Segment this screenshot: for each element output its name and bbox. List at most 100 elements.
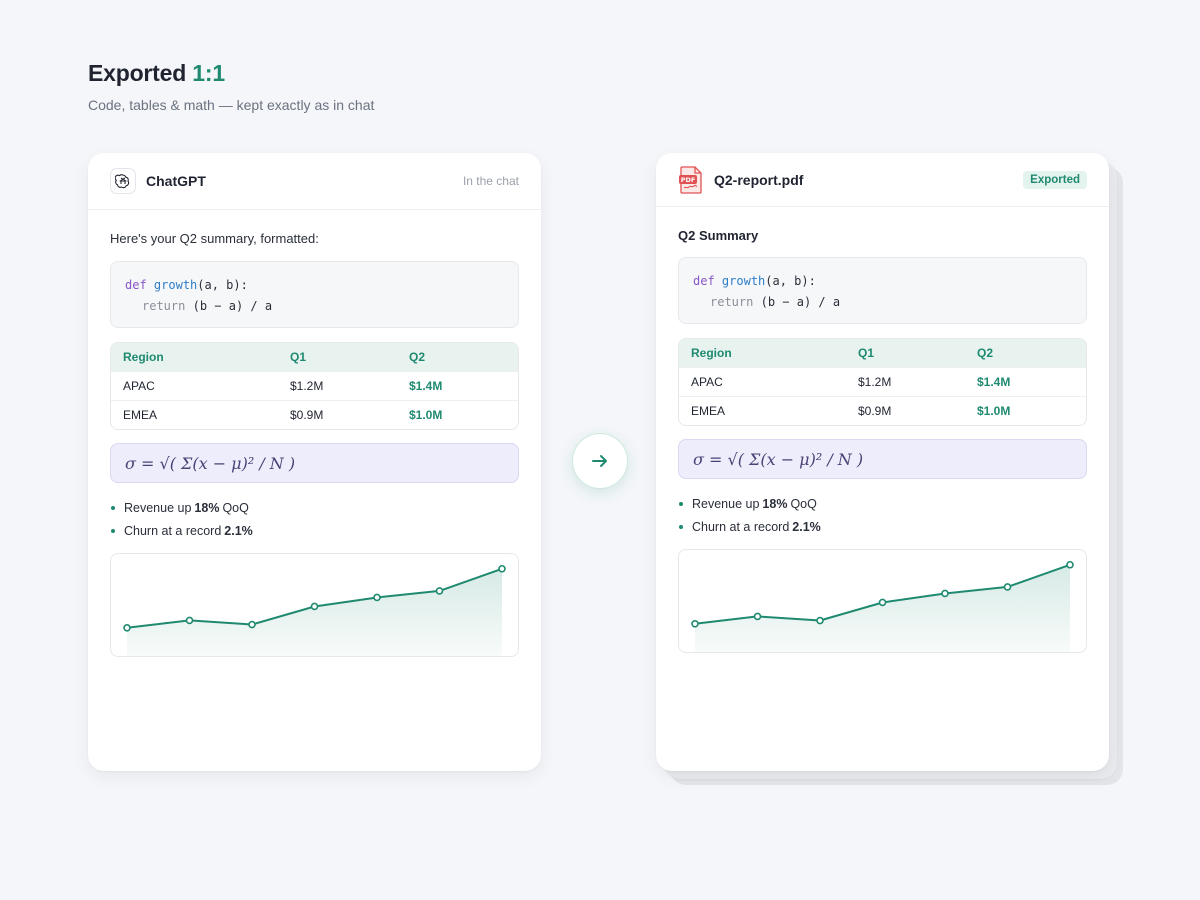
area-chart-svg bbox=[691, 560, 1074, 652]
table-row: APAC $1.2M $1.4M bbox=[679, 367, 1086, 396]
table-header-cell: Region bbox=[691, 346, 732, 360]
code-line-2: return (b − a) / a bbox=[125, 296, 504, 317]
pdf-section-title: Q2 Summary bbox=[678, 228, 759, 243]
table-header-row: Region Q1 Q2 bbox=[679, 339, 1086, 367]
chart-point bbox=[941, 589, 949, 598]
code-function-name: growth bbox=[153, 278, 198, 292]
bullet-text: Revenue up bbox=[124, 500, 192, 515]
bullet-emphasis: 18% bbox=[194, 500, 220, 515]
table-cell: APAC bbox=[691, 375, 723, 389]
table-cell: $1.2M bbox=[290, 379, 324, 393]
code-line-2: return (b − a) / a bbox=[693, 292, 1072, 313]
list-item: Churn at a record 2.1% bbox=[110, 519, 519, 542]
list-item: Churn at a record 2.1% bbox=[678, 515, 1087, 538]
bullet-dot-icon bbox=[679, 524, 683, 529]
pdf-card: PDF Q2-report.pdf Exported Q2 Summary de… bbox=[656, 153, 1109, 771]
code-line-1: def growth(a, b): bbox=[693, 271, 1072, 292]
table-row: EMEA $0.9M $1.0M bbox=[111, 400, 518, 429]
list-item: Revenue up 18% QoQ bbox=[678, 492, 1087, 515]
table-row: APAC $1.2M $1.4M bbox=[111, 371, 518, 400]
code-params: (a, b): bbox=[765, 274, 816, 288]
table-cell: $1.0M bbox=[977, 404, 1011, 418]
table-header-cell: Q2 bbox=[977, 346, 994, 360]
table-cell: EMEA bbox=[123, 408, 158, 422]
page-title: Exported 1:1 bbox=[88, 60, 225, 87]
pdf-card-title: Q2-report.pdf bbox=[714, 171, 804, 188]
code-block: def growth(a, b): return (b − a) / a bbox=[678, 257, 1087, 324]
chart-point bbox=[691, 620, 699, 628]
bullet-text: Revenue up bbox=[692, 496, 760, 511]
chat-card: ChatGPT In the chat Here's your Q2 summa… bbox=[88, 153, 541, 771]
svg-text:PDF: PDF bbox=[681, 176, 696, 184]
chart-point bbox=[498, 564, 506, 573]
chart-point bbox=[1003, 583, 1012, 591]
table-header-row: Region Q1 Q2 bbox=[111, 343, 518, 371]
code-keyword: return bbox=[142, 299, 186, 313]
chart-point bbox=[310, 602, 319, 611]
chart-point bbox=[1066, 560, 1074, 569]
chat-card-title: ChatGPT bbox=[146, 173, 206, 189]
chat-context-label: In the chat bbox=[462, 174, 519, 188]
list-item: Revenue up 18% QoQ bbox=[110, 496, 519, 519]
code-block: def growth(a, b): return (b − a) / a bbox=[110, 261, 519, 328]
code-params: (a, b): bbox=[197, 278, 248, 292]
chart-point bbox=[435, 587, 444, 595]
chart-point bbox=[123, 624, 131, 632]
chart-point bbox=[878, 598, 887, 607]
chart-point bbox=[753, 612, 762, 621]
table-cell: $1.0M bbox=[409, 408, 443, 422]
pdf-file-icon: PDF bbox=[678, 165, 704, 194]
code-keyword: def bbox=[125, 278, 147, 292]
table-header-cell: Q1 bbox=[858, 346, 875, 360]
code-keyword: return bbox=[710, 295, 754, 309]
area-chart bbox=[678, 549, 1087, 653]
chat-intro-text: Here's your Q2 summary, formatted: bbox=[110, 231, 319, 246]
table-header-cell: Q2 bbox=[409, 350, 426, 364]
code-keyword: def bbox=[693, 274, 715, 288]
table-cell: $1.2M bbox=[858, 375, 892, 389]
page-subtitle: Code, tables & math — kept exactly as in… bbox=[88, 97, 375, 113]
code-line-1: def growth(a, b): bbox=[125, 275, 504, 296]
pdf-card-header: PDF Q2-report.pdf Exported bbox=[656, 153, 1109, 207]
chart-point bbox=[373, 593, 381, 602]
chat-card-body: Here's your Q2 summary, formatted: def g… bbox=[88, 210, 541, 657]
bullet-emphasis: 2.1% bbox=[792, 519, 821, 534]
status-badge: Exported bbox=[1023, 170, 1087, 189]
bullet-text: QoQ bbox=[790, 496, 817, 511]
page-title-text: Exported bbox=[88, 60, 187, 86]
table-header-cell: Q1 bbox=[290, 350, 307, 364]
bullet-list: Revenue up 18% QoQ Churn at a record 2.1% bbox=[678, 492, 1087, 538]
code-expression: (b − a) / a bbox=[760, 295, 841, 309]
bullet-emphasis: 2.1% bbox=[224, 523, 253, 538]
chart-point bbox=[248, 620, 256, 629]
table-row: EMEA $0.9M $1.0M bbox=[679, 396, 1086, 425]
bullet-text: Churn at a record bbox=[692, 519, 790, 534]
area-chart bbox=[110, 553, 519, 657]
page-title-accent: 1:1 bbox=[192, 60, 225, 86]
bullet-emphasis: 18% bbox=[762, 496, 788, 511]
table-cell: $0.9M bbox=[290, 408, 324, 422]
table-cell: $1.4M bbox=[409, 379, 443, 393]
code-function-name: growth bbox=[721, 274, 766, 288]
bullet-dot-icon bbox=[111, 528, 115, 533]
table-cell: APAC bbox=[123, 379, 155, 393]
data-table: Region Q1 Q2 APAC $1.2M $1.4M EMEA $0.9M… bbox=[110, 342, 519, 430]
bullet-text: Churn at a record bbox=[124, 523, 222, 538]
export-arrow-button[interactable] bbox=[572, 433, 628, 489]
bullet-dot-icon bbox=[679, 501, 683, 506]
table-cell: $0.9M bbox=[858, 404, 892, 418]
chart-area-fill bbox=[127, 568, 502, 656]
pdf-card-body: Q2 Summary def growth(a, b): return (b −… bbox=[656, 207, 1109, 653]
table-cell: $1.4M bbox=[977, 375, 1011, 389]
bullet-text: QoQ bbox=[222, 500, 249, 515]
area-chart-svg bbox=[123, 564, 506, 656]
chat-card-header: ChatGPT In the chat bbox=[88, 153, 541, 210]
math-formula-block: σ = √( Σ(x − μ)² / N ) bbox=[110, 443, 519, 483]
data-table: Region Q1 Q2 APAC $1.2M $1.4M EMEA $0.9M… bbox=[678, 338, 1087, 426]
chart-area-fill bbox=[695, 564, 1070, 652]
table-header-cell: Region bbox=[123, 350, 164, 364]
bullet-list: Revenue up 18% QoQ Churn at a record 2.1% bbox=[110, 496, 519, 542]
chart-point bbox=[185, 616, 194, 625]
arrow-right-icon bbox=[592, 455, 607, 467]
math-formula-block: σ = √( Σ(x − μ)² / N ) bbox=[678, 439, 1087, 479]
